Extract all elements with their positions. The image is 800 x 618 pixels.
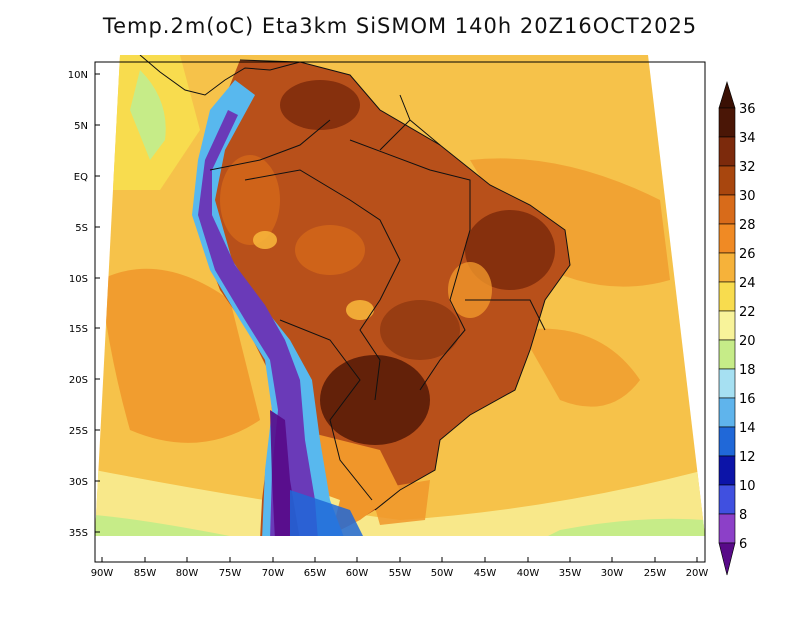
colorbar-label: 26: [739, 247, 756, 262]
colorbar-label: 12: [739, 450, 756, 465]
colorbar-top-arrow: [718, 80, 736, 109]
colorbar-swatch: [718, 368, 736, 399]
lon-tick: 70W: [262, 568, 285, 579]
lon-tick: 30W: [601, 568, 624, 579]
colorbar-bottom-arrow: [718, 542, 736, 576]
lat-tick: 5N: [74, 121, 88, 132]
cool-patch-b: [220, 155, 280, 245]
colorbar-label: 36: [739, 102, 756, 117]
southeast-green-band: [540, 518, 705, 536]
map-title: Temp.2m(oC) Eta3km SiSMOM 140h 20Z16OCT2…: [102, 14, 698, 38]
lat-tick: 10N: [68, 70, 88, 81]
lat-tick: 35S: [69, 528, 88, 539]
colorbar-swatch: [718, 165, 736, 196]
lon-tick: 25W: [644, 568, 667, 579]
lat-tick: 10S: [69, 274, 88, 285]
colorbar-swatch: [718, 310, 736, 341]
north-pacific-green: [130, 70, 166, 160]
colorbar-swatch: [718, 484, 736, 515]
cool-patch-e: [253, 231, 277, 249]
lon-tick: 40W: [517, 568, 540, 579]
central-america-coast: [139, 55, 301, 96]
cool-patch-d: [346, 300, 374, 320]
uruguay-warm: [370, 480, 430, 525]
lon-tick: 80W: [176, 568, 199, 579]
colorbar-swatch: [718, 513, 736, 544]
colorbar-swatch: [718, 136, 736, 167]
colorbar-label: 10: [739, 479, 756, 494]
south-cool-band: [95, 470, 705, 536]
cool-patch-a: [295, 225, 365, 275]
lat-tick: 15S: [69, 324, 88, 335]
colorbar-label: 16: [739, 392, 756, 407]
lat-tick: EQ: [74, 172, 88, 183]
lon-tick: 90W: [91, 568, 114, 579]
colorbar-label: 30: [739, 189, 756, 204]
lat-tick: 20S: [69, 375, 88, 386]
lon-tick: 75W: [219, 568, 242, 579]
lon-tick: 65W: [304, 568, 327, 579]
lat-tick: 5S: [75, 223, 88, 234]
hotspot-center: [380, 300, 460, 360]
colorbar-swatch: [718, 339, 736, 370]
lon-tick: 35W: [559, 568, 582, 579]
temperature-field: [95, 55, 705, 536]
atlantic-warm-zone: [470, 158, 670, 287]
colorbar-label: 18: [739, 363, 756, 378]
colorbar-swatch: [718, 223, 736, 254]
atlantic-hot-zone: [520, 328, 640, 407]
lon-tick: 85W: [134, 568, 157, 579]
colorbar-label: 6: [739, 537, 747, 552]
country-borders: [209, 59, 571, 511]
colorbar-swatch: [718, 281, 736, 312]
colorbar-label: 8: [739, 508, 747, 523]
lat-tick: 25S: [69, 426, 88, 437]
colorbar-swatch: [718, 194, 736, 225]
andes-cool-band: [192, 80, 345, 536]
lon-tick: 50W: [431, 568, 454, 579]
colorbar-swatch: [718, 107, 736, 138]
map-frame: [94, 61, 706, 563]
longitude-axis: 90W 85W 80W 75W 70W 65W 60W 55W 50W 45W …: [91, 557, 709, 579]
colorbar-label: 32: [739, 160, 756, 175]
colorbar-label: 28: [739, 218, 756, 233]
colorbar-label: 14: [739, 421, 756, 436]
cool-patch-c: [448, 262, 492, 318]
colorbar-label: 24: [739, 276, 756, 291]
southern-andes-blue: [290, 490, 365, 536]
latitude-axis: 10N 5N EQ 5S 10S 15S 20S 25S 30S 35S: [68, 70, 100, 539]
colorbar-swatch: [718, 397, 736, 428]
colorbar-label: 34: [739, 131, 756, 146]
lat-tick: 30S: [69, 477, 88, 488]
southwest-green-band: [95, 515, 250, 536]
colorbar-label: 20: [739, 334, 756, 349]
hotspot-northeast: [465, 210, 555, 290]
colorbar-swatch: [718, 455, 736, 486]
andes-cold-core: [198, 110, 318, 536]
colorbar-swatch: [718, 426, 736, 457]
lon-tick: 55W: [389, 568, 412, 579]
colorbar-label: 22: [739, 305, 756, 320]
colorbar-swatch: [718, 252, 736, 283]
colorbar: 36 34 32 30 28 26 24 22 20 18 16 14 12 1…: [718, 80, 756, 576]
lon-tick: 45W: [474, 568, 497, 579]
lon-tick: 20W: [686, 568, 709, 579]
hotspot-north: [280, 80, 360, 130]
pacific-warm-zone: [100, 268, 260, 443]
lon-tick: 60W: [346, 568, 369, 579]
